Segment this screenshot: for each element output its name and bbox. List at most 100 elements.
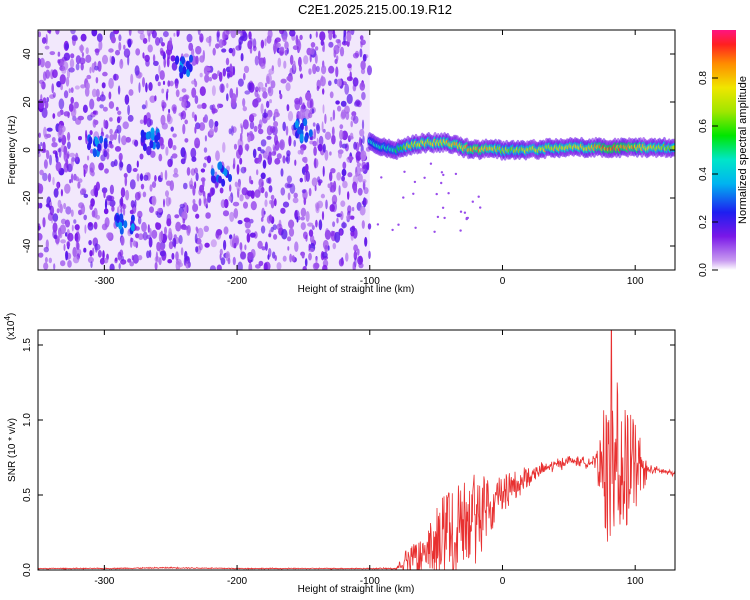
noise-blob <box>58 230 63 239</box>
noise-blob <box>312 122 316 127</box>
noise-blob <box>291 255 295 262</box>
noise-blob <box>254 55 259 66</box>
noise-blob <box>49 154 52 166</box>
noise-blob <box>182 225 189 231</box>
noise-blob <box>127 114 134 122</box>
noise-blob-strong <box>189 54 193 63</box>
noise-blob <box>181 110 187 120</box>
noise-blob <box>262 91 268 99</box>
noise-blob <box>322 128 326 133</box>
noise-blob <box>327 245 330 251</box>
noise-blob <box>264 38 267 47</box>
noise-blob <box>341 175 345 182</box>
noise-blob <box>184 250 188 260</box>
track-stray-dot <box>391 228 394 232</box>
noise-blob <box>90 261 93 268</box>
noise-blob <box>104 222 108 229</box>
x-tick-label: 0 <box>500 576 506 587</box>
noise-blob <box>153 60 159 66</box>
noise-blob <box>206 155 212 164</box>
noise-blob <box>362 179 367 184</box>
track-stray-dot <box>433 230 436 233</box>
noise-blob <box>260 139 267 147</box>
noise-blob <box>60 218 67 225</box>
noise-blob <box>77 181 81 189</box>
noise-blob <box>85 54 92 63</box>
noise-blob <box>86 74 92 80</box>
noise-blob <box>228 47 233 54</box>
track-stray-dot <box>413 180 417 184</box>
noise-blob <box>173 167 178 175</box>
noise-blob <box>226 82 229 89</box>
noise-blob <box>314 53 318 64</box>
noise-blob <box>75 176 80 182</box>
noise-blob <box>211 73 218 80</box>
noise-blob <box>70 96 74 104</box>
noise-blob <box>240 53 244 62</box>
noise-blob <box>66 241 71 248</box>
noise-blob <box>282 201 290 208</box>
noise-blob <box>194 233 198 244</box>
noise-blob <box>299 109 305 120</box>
noise-blob <box>136 173 140 182</box>
noise-blob <box>164 226 167 235</box>
noise-blob <box>336 217 339 224</box>
noise-blob <box>52 92 56 98</box>
noise-blob <box>42 217 46 228</box>
noise-blob <box>124 175 128 187</box>
noise-blob <box>268 68 275 75</box>
y-tick-label: 0.5 <box>22 488 33 502</box>
noise-blob <box>249 232 256 238</box>
noise-blob <box>60 260 66 267</box>
scale-note-suffix: ) <box>6 313 17 316</box>
noise-blob <box>267 86 274 97</box>
noise-blob <box>160 114 166 126</box>
noise-blob-strong <box>150 132 155 141</box>
noise-blob <box>175 89 180 98</box>
noise-blob <box>292 45 299 51</box>
noise-blob <box>142 52 145 59</box>
noise-blob <box>243 65 250 74</box>
noise-blob <box>333 49 337 58</box>
noise-blob <box>267 254 270 260</box>
noise-blob-strong <box>118 221 123 230</box>
noise-blob <box>80 204 86 215</box>
noise-blob <box>51 142 58 148</box>
noise-blob <box>239 35 245 41</box>
noise-blob <box>52 222 58 233</box>
noise-blob <box>186 167 191 176</box>
noise-blob <box>91 210 96 218</box>
noise-blob <box>165 146 169 156</box>
noise-blob <box>232 65 236 76</box>
noise-blob <box>85 134 88 145</box>
noise-blob <box>294 159 297 166</box>
noise-blob <box>44 257 48 263</box>
noise-blob <box>305 91 312 102</box>
noise-blob <box>106 232 112 240</box>
noise-blob <box>157 81 161 87</box>
noise-blob <box>266 35 272 44</box>
noise-blob <box>312 140 318 147</box>
noise-blob <box>166 115 173 125</box>
noise-blob <box>241 187 248 196</box>
noise-blob <box>270 199 275 209</box>
noise-blob <box>118 160 123 171</box>
noise-blob <box>104 198 108 210</box>
noise-blob <box>313 128 317 140</box>
noise-blob <box>125 136 131 143</box>
noise-blob <box>350 30 355 36</box>
noise-blob <box>280 78 287 84</box>
noise-blob <box>358 262 364 269</box>
noise-blob <box>207 193 212 203</box>
noise-blob <box>70 209 74 217</box>
noise-blob <box>68 103 74 112</box>
noise-blob <box>113 73 117 81</box>
noise-blob <box>218 39 224 48</box>
noise-blob <box>93 119 99 126</box>
noise-blob <box>197 227 204 239</box>
noise-blob <box>230 125 234 136</box>
noise-blob <box>194 167 198 174</box>
noise-blob <box>66 151 70 160</box>
noise-blob <box>319 31 326 41</box>
noise-blob <box>115 129 119 134</box>
